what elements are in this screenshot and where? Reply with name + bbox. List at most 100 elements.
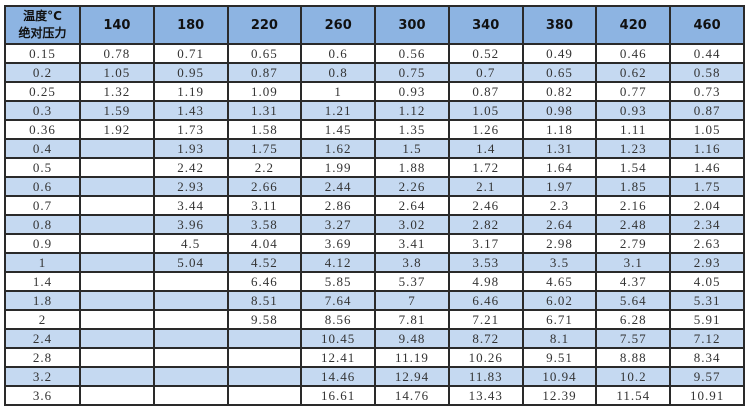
value-cell: 1.5 [374,138,450,159]
value-cell: 4.65 [521,271,598,292]
value-cell [152,309,229,330]
value-cell: 7.57 [595,328,672,349]
value-cell [79,176,155,197]
value-cell: 9.58 [226,309,303,330]
column-header: 140 [79,5,155,45]
value-cell: 12.39 [521,385,598,406]
pressure-cell: 0.4 [4,138,81,159]
value-cell: 2.98 [521,233,598,254]
value-cell: 3.5 [521,252,598,273]
value-cell: 1.45 [300,119,377,140]
value-cell: 1.88 [374,157,450,178]
value-cell: 1.05 [447,100,524,121]
value-cell: 0.78 [79,43,155,64]
value-cell: 0.56 [374,43,450,64]
value-cell: 2.48 [595,214,672,235]
value-cell: 1.26 [447,119,524,140]
value-cell: 5.04 [152,252,229,273]
table-row: 3.6 16.61 14.76 13.43 12.39 11.54 10.91 [4,385,745,406]
table-row: 1.4 6.46 5.85 5.37 4.98 4.65 4.37 4.05 [4,271,745,292]
value-cell: 1.18 [521,119,598,140]
value-cell [79,385,155,406]
value-cell [226,385,303,406]
value-cell: 10.2 [595,366,672,387]
value-cell: 1.59 [79,100,155,121]
value-cell: 1.62 [300,138,377,159]
value-cell: 2.82 [447,214,524,235]
value-cell: 1.23 [595,138,672,159]
value-cell: 0.77 [595,81,672,102]
value-cell [152,347,229,368]
value-cell [79,138,155,159]
value-cell: 4.12 [300,252,377,273]
value-cell: 0.58 [669,62,745,83]
value-cell: 11.54 [595,385,672,406]
value-cell: 2.93 [152,176,229,197]
value-cell: 1.73 [152,119,229,140]
pressure-cell: 2.4 [4,328,81,349]
value-cell: 1 [300,81,377,102]
value-cell: 0.8 [300,62,377,83]
value-cell: 0.71 [152,43,229,64]
pressure-cell: 3.2 [4,366,81,387]
value-cell: 2.26 [374,176,450,197]
value-cell: 2.2 [226,157,303,178]
value-cell [79,214,155,235]
value-cell: 4.05 [669,271,745,292]
value-cell: 0.7 [447,62,524,83]
table-row: 0.8 3.96 3.58 3.27 3.02 2.82 2.64 2.48 2.34 [4,214,745,235]
value-cell: 10.45 [300,328,377,349]
value-cell: 14.76 [374,385,450,406]
value-cell: 8.51 [226,290,303,311]
column-header: 220 [226,5,303,45]
value-cell: 1.97 [521,176,598,197]
value-cell: 0.82 [521,81,598,102]
value-cell: 7.64 [300,290,377,311]
pressure-cell: 0.15 [4,43,81,64]
value-cell: 6.71 [521,309,598,330]
value-cell: 3.1 [595,252,672,273]
value-cell: 0.6 [300,43,377,64]
value-cell [226,366,303,387]
value-cell: 1.72 [447,157,524,178]
value-cell: 1.43 [152,100,229,121]
value-cell [79,290,155,311]
table-row: 0.5 2.42 2.2 1.99 1.88 1.72 1.64 1.54 1.46 [4,157,745,178]
value-cell [79,195,155,216]
value-cell: 1.12 [374,100,450,121]
value-cell [226,328,303,349]
corner-header: 温度°C 绝对压力 [4,5,81,45]
value-cell: 1.64 [521,157,598,178]
value-cell: 0.87 [447,81,524,102]
value-cell: 0.73 [669,81,745,102]
pressure-cell: 0.8 [4,214,81,235]
value-cell: 1.99 [300,157,377,178]
table-row: 1.8 8.51 7.64 7 6.46 6.02 5.64 5.31 [4,290,745,311]
value-cell [79,233,155,254]
value-cell: 6.28 [595,309,672,330]
value-cell: 0.98 [521,100,598,121]
table-row: 0.4 1.93 1.75 1.62 1.5 1.4 1.31 1.23 1.16 [4,138,745,159]
value-cell: 9.48 [374,328,450,349]
value-cell: 10.94 [521,366,598,387]
value-cell: 0.93 [595,100,672,121]
value-cell: 2.66 [226,176,303,197]
value-cell: 1.54 [595,157,672,178]
value-cell: 3.58 [226,214,303,235]
value-cell [152,290,229,311]
value-cell: 2.93 [669,252,745,273]
column-header: 460 [669,5,745,45]
value-cell: 6.02 [521,290,598,311]
value-cell: 4.37 [595,271,672,292]
pressure-cell: 2 [4,309,81,330]
value-cell [79,347,155,368]
value-cell: 1.4 [447,138,524,159]
value-cell: 0.87 [669,100,745,121]
value-cell: 3.02 [374,214,450,235]
column-header: 420 [595,5,672,45]
value-cell: 1.11 [595,119,672,140]
value-cell: 1.58 [226,119,303,140]
pressure-cell: 0.9 [4,233,81,254]
value-cell: 7 [374,290,450,311]
value-cell: 10.91 [669,385,745,406]
